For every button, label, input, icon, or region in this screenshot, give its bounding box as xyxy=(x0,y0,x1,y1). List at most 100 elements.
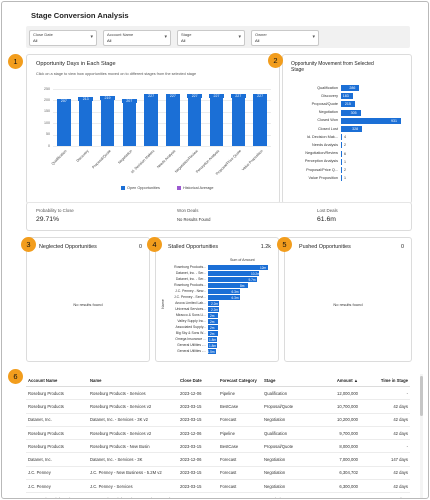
bar[interactable] xyxy=(208,343,217,348)
row-label: Id. Decision Mak... xyxy=(306,134,338,139)
row-label: Roseburg Products... xyxy=(174,283,206,287)
neglected-title: Neglected Opportunities xyxy=(39,244,97,250)
opportunity-days-chart[interactable]: 250 200 150 100 50 0 207 Qualification 213 Discov… xyxy=(27,55,279,203)
bar[interactable] xyxy=(209,94,224,146)
gridline xyxy=(53,123,271,125)
column-header-name[interactable]: Name xyxy=(88,374,178,387)
bar[interactable] xyxy=(100,96,115,146)
table-row[interactable]: J.C. Penney J.C. Penney - Services 2023-03… xyxy=(26,479,410,494)
filter-value: All xyxy=(255,38,260,43)
column-header-time-in-stage[interactable]: Time in Stage xyxy=(360,374,410,387)
row-label: Roseburg Products... xyxy=(174,265,206,269)
bar[interactable] xyxy=(341,142,342,149)
table-row[interactable]: Roseburg Products Roseburg Products - Ser… xyxy=(26,386,410,401)
table-scrollbar-track[interactable] xyxy=(420,374,423,498)
bar[interactable] xyxy=(208,349,216,354)
table-row[interactable]: Roseburg Products Roseburg Products - New… xyxy=(26,439,410,454)
column-header-account-name[interactable]: Account Name xyxy=(26,374,88,387)
badge-1: 1 xyxy=(8,54,23,69)
legend-historical-average[interactable]: Historical Average xyxy=(177,186,214,190)
table-row[interactable]: J.C. Penney J.C. Penney - New Business - … xyxy=(26,466,410,481)
bar[interactable] xyxy=(208,289,240,294)
bar[interactable] xyxy=(166,94,180,146)
filter-account-name[interactable]: Account Name All ▾ xyxy=(103,30,171,46)
bar[interactable] xyxy=(341,109,361,116)
chevron-down-icon: ▾ xyxy=(312,34,315,40)
filter-stage[interactable]: Stage All ▾ xyxy=(177,30,245,46)
stalled-title: Stalled Opportunities xyxy=(168,244,219,250)
bar[interactable] xyxy=(208,313,218,318)
table-cell: BestCase xyxy=(218,399,262,414)
table-row[interactable]: Omega Financial ServicesOmega Financial … xyxy=(26,492,410,498)
bar-value-label: 213 xyxy=(78,97,93,102)
table-row[interactable]: Datanet, Inc. Datanet, Inc. - Services - … xyxy=(26,413,410,427)
bar[interactable] xyxy=(341,93,353,100)
bar[interactable] xyxy=(78,97,93,146)
bar[interactable] xyxy=(341,126,363,132)
bar[interactable] xyxy=(208,283,248,288)
bar[interactable] xyxy=(208,271,259,276)
bar[interactable] xyxy=(208,331,218,336)
bar-value-label: 328 xyxy=(352,127,359,131)
bar[interactable] xyxy=(144,94,158,146)
bar[interactable] xyxy=(208,265,268,270)
stalled-chart[interactable]: Roseburg Products... 12m Datanet, Inc. - S… xyxy=(156,238,278,361)
column-header-stage[interactable]: Stage xyxy=(262,374,310,387)
bar[interactable] xyxy=(341,117,401,124)
table-cell: Forecast xyxy=(218,479,262,494)
bar[interactable] xyxy=(341,167,342,173)
bar[interactable] xyxy=(208,325,218,330)
movement-chart[interactable]: Qualification 286 Discovery 183 Proposal/Quo… xyxy=(283,55,411,203)
bar[interactable] xyxy=(341,175,342,182)
bar[interactable] xyxy=(341,85,360,91)
bar[interactable] xyxy=(208,307,219,312)
bar[interactable] xyxy=(122,98,137,146)
row-label: J.C. Penney - New... xyxy=(175,289,206,293)
table-row[interactable]: Datanet, Inc. Datanet, Inc. - Services - … xyxy=(26,452,410,467)
bar[interactable] xyxy=(231,94,246,146)
bar[interactable] xyxy=(187,94,202,146)
bar[interactable] xyxy=(341,150,342,157)
table-scrollbar-thumb[interactable] xyxy=(420,376,423,416)
column-header-amount[interactable]: Amount ▲ xyxy=(310,374,360,387)
bar[interactable] xyxy=(341,158,342,165)
bar[interactable] xyxy=(253,94,267,146)
column-header-forecast-category[interactable]: Forecast Category xyxy=(218,374,262,387)
table-row[interactable]: Roseburg Products Roseburg Products - Ser… xyxy=(26,426,410,441)
legend-open-opportunities[interactable]: Open Opportunities xyxy=(121,186,160,190)
pushed-card[interactable]: Pushed Opportunities 0 No results found xyxy=(284,237,412,362)
bar[interactable] xyxy=(341,101,355,108)
bar-value-label: 227 xyxy=(209,94,224,99)
filter-label: Account Name xyxy=(107,32,134,37)
column-header-close-date[interactable]: Close Date xyxy=(178,374,218,387)
bar-value-label: 2m xyxy=(210,313,215,318)
table-row[interactable]: Roseburg Products Roseburg Products - Ser… xyxy=(26,399,410,414)
bar[interactable] xyxy=(341,134,342,141)
table-header-row: Account Name Name Close Date Forecast Ca… xyxy=(26,374,410,387)
bar-value-label: 227 xyxy=(165,94,181,99)
pushed-empty: No results found xyxy=(333,302,363,307)
bar[interactable] xyxy=(208,295,240,300)
x-tick-label: Value Proposition xyxy=(241,149,264,172)
x-tick-label: Discovery xyxy=(75,149,90,163)
filter-close-date[interactable]: Close Date All ▾ xyxy=(29,30,97,46)
bar[interactable] xyxy=(57,98,71,146)
table-cell: - xyxy=(360,439,410,454)
stalled-card[interactable]: Stalled Opportunities 1.2k Sum of Amount… xyxy=(155,237,279,362)
neglected-card[interactable]: Neglected Opportunities 0 No results fou… xyxy=(26,237,150,362)
table-cell: 2023-12-06 xyxy=(178,426,218,441)
table-cell: Roseburg Products xyxy=(26,426,88,441)
table-cell: 12,000,000 xyxy=(310,386,360,401)
filter-owner[interactable]: Owner All ▾ xyxy=(251,30,319,46)
opportunity-days-card: Opportunity Days in Each Stage Click on … xyxy=(26,54,280,204)
table-cell: 2023-12-06 xyxy=(178,386,218,401)
bar[interactable] xyxy=(208,277,257,282)
stalled-x-axis-title: Sum of Amount xyxy=(230,258,255,262)
legend-label: Open Opportunities xyxy=(127,186,160,190)
bar-value-label: 219 xyxy=(100,96,115,101)
bar[interactable] xyxy=(208,319,218,324)
table-cell: 10,700,000 xyxy=(310,399,360,414)
bar[interactable] xyxy=(208,301,219,306)
bar-value-label: 2 xyxy=(344,143,346,148)
bar[interactable] xyxy=(208,337,217,342)
